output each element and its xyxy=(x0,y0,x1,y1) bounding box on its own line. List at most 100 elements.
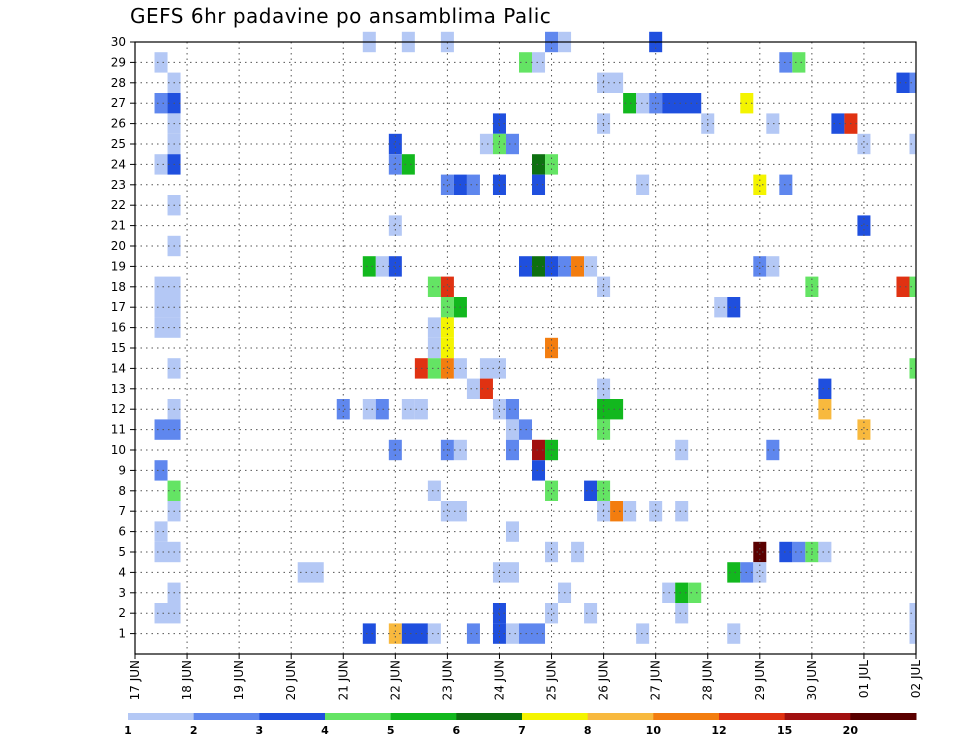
x-tick-label: 27 JUN xyxy=(649,660,663,700)
heatmap-cell xyxy=(675,582,689,603)
x-tick-label: 17 JUN xyxy=(128,660,142,700)
colorbar-swatch xyxy=(587,713,654,720)
heatmap-cell xyxy=(896,276,910,297)
heatmap-cell xyxy=(466,623,480,644)
y-tick-label: 25 xyxy=(111,137,126,151)
heatmap-cell xyxy=(727,623,741,644)
heatmap-cell xyxy=(623,501,637,522)
heatmap-cell xyxy=(154,52,168,73)
heatmap-cell xyxy=(909,72,916,93)
heatmap-cell xyxy=(440,358,454,379)
heatmap-cell xyxy=(896,72,910,93)
heatmap-cell xyxy=(766,256,780,277)
heatmap-cell xyxy=(505,521,519,542)
heatmap-cell xyxy=(440,317,454,338)
heatmap-cell xyxy=(779,52,793,73)
heatmap-cell xyxy=(636,93,650,114)
grid-lines xyxy=(135,41,916,654)
x-tick-label: 28 JUN xyxy=(701,660,715,700)
y-tick-label: 28 xyxy=(111,76,126,90)
colorbar-label: 20 xyxy=(843,724,859,737)
heatmap-cell xyxy=(154,93,168,114)
heatmap-cell xyxy=(532,174,546,195)
x-tick-label: 25 JUN xyxy=(545,660,559,700)
heatmap-cell xyxy=(753,562,767,583)
x-tick-label: 24 JUN xyxy=(492,660,506,700)
heatmap-cell xyxy=(297,562,324,583)
heatmap-cell xyxy=(909,358,916,379)
x-tick-label: 19 JUN xyxy=(232,660,246,700)
y-tick-label: 7 xyxy=(118,504,126,518)
heatmap-cell xyxy=(584,256,598,277)
heatmap-cell xyxy=(440,174,454,195)
y-tick-label: 21 xyxy=(111,219,126,233)
heatmap-cell xyxy=(857,215,871,236)
chart-title: GEFS 6hr padavine po ansamblima Palic xyxy=(130,4,552,28)
colorbar-swatch xyxy=(456,713,523,720)
colorbar-label: 1 xyxy=(124,724,132,737)
heatmap-cell xyxy=(375,256,389,277)
heatmap-cell xyxy=(818,399,832,420)
heatmap-cell xyxy=(857,133,871,155)
heatmap-cell xyxy=(779,174,793,195)
colorbar-label: 15 xyxy=(777,724,792,737)
y-tick-label: 11 xyxy=(111,423,126,437)
heatmap-cell xyxy=(401,154,415,175)
heatmap-cell xyxy=(375,399,389,420)
heatmap-cell xyxy=(766,113,780,134)
heatmap-cell xyxy=(505,133,519,155)
heatmap-cell xyxy=(154,603,181,624)
colorbar-swatch xyxy=(325,713,392,720)
colorbar-label: 7 xyxy=(518,724,526,737)
heatmap-cell xyxy=(154,154,168,175)
heatmap-cell xyxy=(714,297,728,318)
y-tick-label: 12 xyxy=(111,402,126,416)
heatmap-cell xyxy=(154,541,181,563)
heatmap-cell xyxy=(440,337,454,359)
heatmap-cell xyxy=(792,52,806,73)
y-tick-label: 2 xyxy=(118,606,126,620)
y-tick-label: 8 xyxy=(118,484,126,498)
heatmap-cell xyxy=(545,603,559,624)
heatmap-cell xyxy=(753,256,767,277)
heatmap-cell xyxy=(154,317,181,338)
heatmap-cell xyxy=(505,399,519,420)
heatmap-cell xyxy=(532,439,546,461)
colorbar-label: 8 xyxy=(584,724,592,737)
colorbar-label: 4 xyxy=(321,724,329,737)
heatmap-cell xyxy=(427,276,441,297)
y-tick-label: 15 xyxy=(111,341,126,355)
heatmap-cell xyxy=(909,133,916,155)
heatmap-cell xyxy=(545,541,559,563)
y-tick-label: 13 xyxy=(111,382,126,396)
colorbar-swatch xyxy=(522,713,589,720)
heatmap-cell xyxy=(857,419,871,440)
heatmap-cell xyxy=(636,623,650,644)
heatmap-cell xyxy=(688,582,702,603)
heatmap-cell xyxy=(571,256,585,277)
heatmap-cell xyxy=(505,623,519,644)
heatmap-cell xyxy=(532,460,546,481)
heatmap-cell xyxy=(779,541,793,563)
colorbar-legend: 1 2 3 4 5 6 7 8 10 12 15 20 xyxy=(124,713,917,737)
heatmap-cell xyxy=(154,419,181,440)
y-tick-label: 16 xyxy=(111,321,126,335)
heatmap-cell xyxy=(532,154,546,175)
x-tick-label: 23 JUN xyxy=(440,660,454,700)
heatmap-cell xyxy=(427,317,441,338)
x-tick-label: 20 JUN xyxy=(284,660,298,700)
y-tick-label: 19 xyxy=(111,259,126,273)
x-tick-label: 01 JUL xyxy=(857,660,871,698)
x-tick-label: 21 JUN xyxy=(336,660,350,700)
heatmap-cell xyxy=(336,399,350,420)
y-tick-label: 23 xyxy=(111,178,126,192)
heatmap-cell xyxy=(479,378,493,399)
heatmap-cell xyxy=(675,501,689,522)
y-tick-label: 18 xyxy=(111,280,126,294)
heatmap-cell xyxy=(154,521,168,542)
y-axis-labels: 1234567891011121314151617181920212223242… xyxy=(111,35,126,641)
heatmap-cell xyxy=(610,501,624,522)
heatmap-cell xyxy=(466,174,480,195)
colorbar-swatch xyxy=(259,713,326,720)
x-tick-label: 02 JUL xyxy=(909,660,923,698)
